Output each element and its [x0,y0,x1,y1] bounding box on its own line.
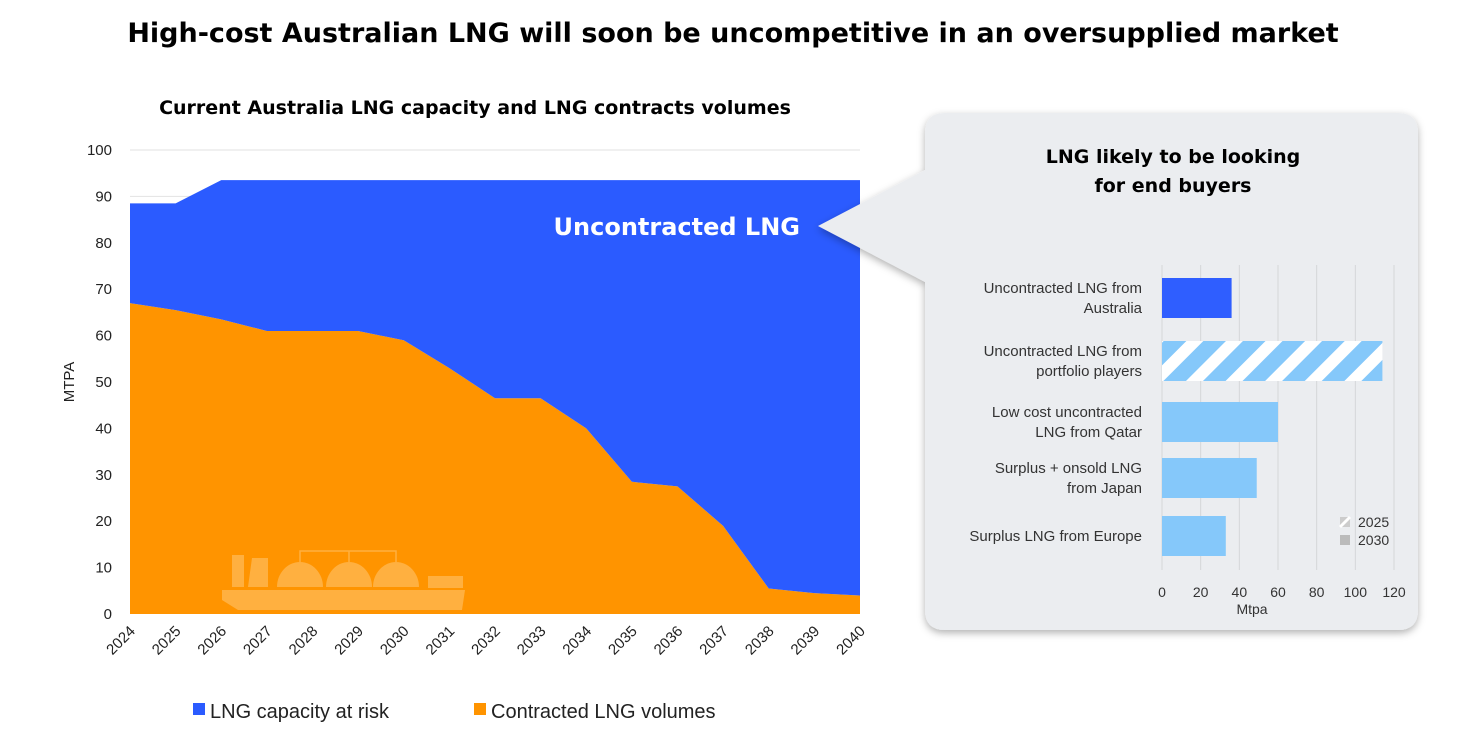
x-axis-label: Mtpa [1236,601,1267,617]
x-tick-label: 2033 [514,623,550,659]
x-tick-label: 2025 [149,623,185,659]
category-label: portfolio players [1036,363,1142,380]
callout-shape [818,113,1418,630]
x-tick-label: 2028 [286,623,322,659]
main-title: High-cost Australian LNG will soon be un… [127,18,1338,49]
category-label: from Japan [1067,480,1142,497]
x-tick-label: 2029 [331,623,367,659]
x-tick-label: 2026 [194,623,230,659]
area-contracted [130,303,860,614]
legend-label: 2030 [1358,532,1389,548]
ship-icon [222,550,465,610]
y-tick-label: 20 [95,513,112,530]
right-chart-title: LNG likely to be looking for end buyers [1046,146,1301,197]
bar [1162,516,1226,556]
legend-swatch [193,703,205,715]
x-tick-label: 40 [1232,584,1248,600]
x-tick-label: 2031 [423,623,459,659]
x-tick-label: 100 [1344,584,1368,600]
x-tick-label: 60 [1270,584,1286,600]
legend-swatch-hatched [1338,515,1352,529]
callout-box: LNG likely to be looking for end buyers 0… [818,113,1418,630]
x-tick-label: 2024 [103,623,139,659]
x-tick-label: 20 [1193,584,1209,600]
legend-label: Contracted LNG volumes [491,701,716,723]
x-tick-label: 2038 [742,623,778,659]
category-label: Uncontracted LNG from [984,343,1142,360]
y-tick-label: 0 [104,606,112,623]
bar [1162,458,1257,498]
y-tick-label: 80 [95,235,112,252]
y-tick-label: 60 [95,328,112,345]
y-tick-label: 30 [95,467,112,484]
y-tick-label: 10 [95,560,112,577]
x-tick-label: 2039 [788,623,824,659]
x-tick-label: 2032 [468,623,504,659]
x-tick-label: 2030 [377,623,413,659]
y-tick-label: 40 [95,420,112,437]
category-label: Australia [1084,300,1143,317]
x-tick-label: 2036 [651,623,687,659]
x-tick-label: 120 [1382,584,1406,600]
category-label: Surplus + onsold LNG [995,460,1142,477]
y-tick-label: 100 [87,142,112,159]
x-tick-label: 2040 [833,623,869,659]
x-tick-label: 0 [1158,584,1166,600]
bar [1162,402,1278,442]
x-tick-label: 2034 [559,623,595,659]
left-chart-title: Current Australia LNG capacity and LNG c… [159,97,791,119]
legend: 2025 2030 [1338,514,1389,548]
legend-label: LNG capacity at risk [210,701,390,723]
area-annotation: Uncontracted LNG [554,213,800,241]
category-label: Low cost uncontracted [992,404,1142,421]
legend-label: 2025 [1358,514,1389,530]
x-tick-label: 2027 [240,623,276,659]
right-chart: 0 20 40 60 80 100 120 Mtpa Uncontracted LNG from… [969,265,1406,617]
bar [1162,341,1383,381]
x-tick-label: 2035 [605,623,641,659]
category-label: Uncontracted LNG from [984,280,1142,297]
y-tick-label: 90 [95,188,112,205]
x-tick-label: 80 [1309,584,1325,600]
y-tick-label: 50 [95,374,112,391]
legend-swatch-solid [1340,535,1350,545]
x-tick-label: 2037 [696,623,732,659]
y-axis-label: MTPA [61,362,78,403]
area-at-risk [130,180,860,596]
y-tick-label: 70 [95,281,112,298]
category-label: Surplus LNG from Europe [969,528,1142,545]
bar [1162,278,1232,318]
category-label: LNG from Qatar [1035,424,1142,441]
legend-swatch [474,703,486,715]
